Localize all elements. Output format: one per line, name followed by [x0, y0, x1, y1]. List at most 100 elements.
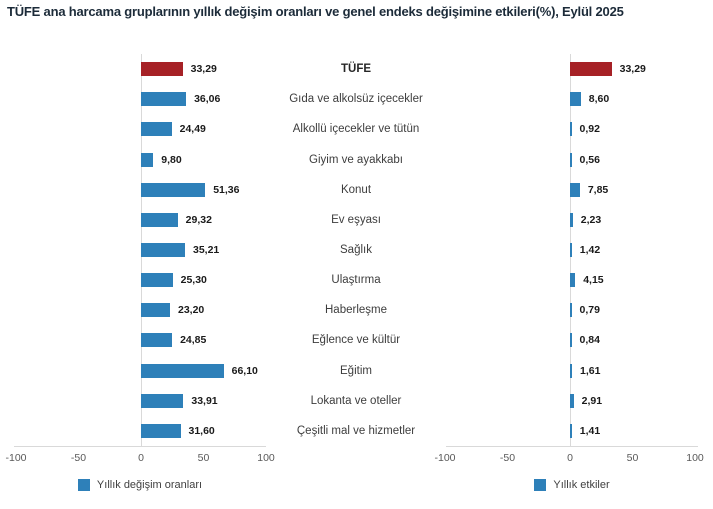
value-label: 33,29 [190, 63, 217, 76]
value-label: 29,32 [185, 213, 212, 226]
bar-row: 24,49 [14, 114, 266, 144]
value-label: 24,49 [179, 123, 206, 136]
bar[interactable] [141, 363, 224, 378]
value-label: 36,06 [194, 93, 221, 106]
value-label: 51,36 [213, 183, 240, 196]
axis-tick-label: 50 [197, 452, 210, 464]
bar[interactable] [570, 243, 572, 258]
bar-row: 0,56 [446, 144, 698, 174]
bar-row: 33,29 [14, 54, 266, 84]
bar[interactable] [141, 423, 181, 438]
value-label: 0,84 [579, 334, 600, 347]
category-label: TÜFE [340, 63, 372, 76]
bar-row: 36,06 [14, 84, 266, 114]
bar-row: 0,84 [446, 325, 698, 355]
value-label: 0,56 [579, 153, 600, 166]
bar-row: 23,20 [14, 295, 266, 325]
legend-swatch-icon [534, 478, 547, 491]
axis-tick-label: -50 [499, 452, 516, 464]
bar[interactable] [570, 363, 572, 378]
bar-tufe[interactable] [570, 62, 612, 77]
value-label: 66,10 [231, 364, 258, 377]
value-label: 25,30 [180, 274, 207, 287]
value-label: 33,91 [191, 394, 218, 407]
axis-tick-label: 0 [567, 452, 573, 464]
bar-row: 25,30 [14, 265, 266, 295]
chart-title: TÜFE ana harcama gruplarının yıllık deği… [7, 4, 624, 19]
bar-row: 9,80 [14, 144, 266, 174]
bar-row: 7,85 [446, 175, 698, 205]
bar[interactable] [141, 393, 184, 408]
value-label: 1,42 [579, 244, 601, 257]
x-axis-left: -100 -50 0 50 100 [5, 452, 274, 466]
axis-tick-label: 0 [138, 452, 144, 464]
bar[interactable] [570, 423, 572, 438]
bar-row: 0,92 [446, 114, 698, 144]
bar-row: 2,23 [446, 205, 698, 235]
value-label: 7,85 [587, 183, 609, 196]
bar[interactable] [570, 152, 572, 167]
category-label: Sağlık [340, 244, 372, 257]
axis-tick-label: -100 [434, 452, 456, 464]
bar-row: 8,60 [446, 84, 698, 114]
bar-row: 51,36 [14, 175, 266, 205]
legend-annual-change[interactable]: Yıllık değişim oranları [14, 477, 266, 492]
value-label: 31,60 [188, 424, 215, 437]
legend-annual-effects[interactable]: Yıllık etkiler [446, 477, 698, 492]
bar[interactable] [570, 212, 573, 227]
bar-row: 33,91 [14, 386, 266, 416]
bar-row: 0,79 [446, 295, 698, 325]
value-label: 1,61 [580, 364, 601, 377]
axis-tick-label: -100 [5, 452, 27, 464]
category-label: Ulaştırma [331, 274, 381, 287]
bar[interactable] [570, 303, 572, 318]
value-label: 0,79 [579, 304, 600, 317]
legend-label: Yıllık değişim oranları [96, 478, 203, 491]
value-label: 24,85 [180, 334, 207, 347]
bar-row: 4,15 [446, 265, 698, 295]
bar[interactable] [570, 92, 581, 107]
bar[interactable] [570, 273, 576, 288]
value-label: 9,80 [161, 153, 182, 166]
axis-tick-label: 50 [626, 452, 639, 464]
bar-row: 35,21 [14, 235, 266, 265]
bar-row: 24,85 [14, 325, 266, 355]
bar[interactable] [141, 273, 173, 288]
bar[interactable] [141, 212, 178, 227]
category-label: Çeşitli mal ve hizmetler [296, 424, 416, 437]
category-label: Alkollü içecekler ve tütün [292, 123, 420, 136]
axis-tick-label: 100 [686, 452, 704, 464]
bar[interactable] [141, 92, 187, 107]
bar[interactable] [570, 393, 574, 408]
annual-effects-plot: 33,29 8,60 0,92 0,56 7,85 2,23 1,42 4,15 0,79 0,8… [446, 54, 698, 447]
bar-row: 29,32 [14, 205, 266, 235]
category-label: Giyim ve ayakkabı [309, 153, 403, 166]
value-label: 33,29 [619, 63, 646, 76]
bar[interactable] [141, 152, 154, 167]
annual-change-plot: 33,29 36,06 24,49 9,80 51,36 29,32 35,21 25,30 2… [14, 54, 266, 447]
axis-tick-label: 100 [257, 452, 275, 464]
bar[interactable] [141, 333, 173, 348]
category-label: Gıda ve alkolsüz içecekler [289, 93, 423, 106]
bar-row: 1,41 [446, 416, 698, 446]
x-axis-right: -100 -50 0 50 100 [434, 452, 703, 466]
value-label: 23,20 [178, 304, 205, 317]
bar-row: 66,10 [14, 356, 266, 386]
bar[interactable] [141, 182, 206, 197]
value-label: 2,23 [580, 213, 602, 226]
bar[interactable] [141, 243, 185, 258]
category-label: Ev eşyası [331, 213, 381, 226]
value-label: 1,41 [579, 424, 601, 437]
bar-tufe[interactable] [141, 62, 183, 77]
value-label: 0,92 [579, 123, 600, 136]
bar[interactable] [570, 122, 572, 137]
category-label: Eğitim [340, 364, 372, 377]
category-label: Konut [340, 183, 372, 196]
bar[interactable] [141, 122, 172, 137]
bar-row: 31,60 [14, 416, 266, 446]
category-label: Lokanta ve oteller [310, 394, 402, 407]
bar[interactable] [570, 182, 580, 197]
bar[interactable] [570, 333, 572, 348]
bar[interactable] [141, 303, 170, 318]
